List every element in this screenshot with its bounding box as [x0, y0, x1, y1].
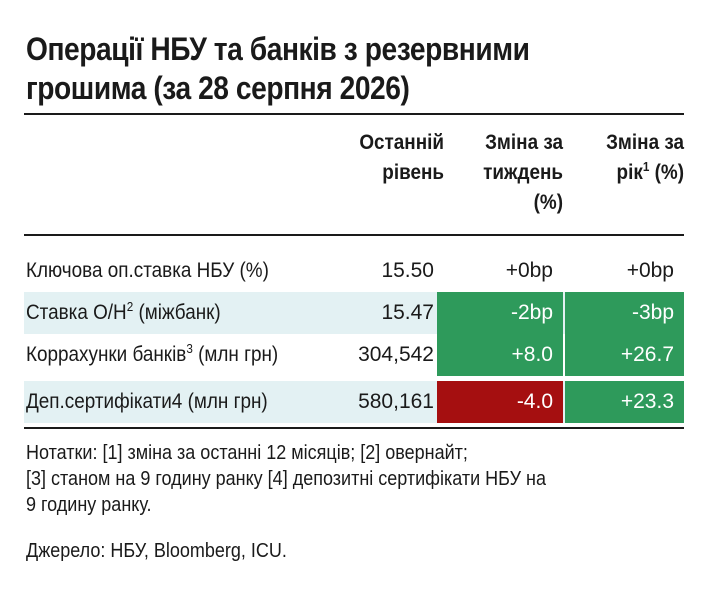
table-row: Корраxунки банків3 (млн грн) 304,542 +8.…: [24, 334, 684, 376]
header-year-footnote: 1: [642, 159, 650, 174]
table-row: Ключова оп.ставка НБУ (%) 15.50 +0bp +0b…: [24, 250, 684, 292]
bottom-rule: [24, 427, 684, 429]
header-year-unit: (%): [654, 161, 684, 184]
row-label-text: Деп.сертифікати4 (млн грн): [26, 390, 268, 413]
header-year-word: рік: [616, 161, 643, 184]
row-year-change: +26.7: [565, 334, 684, 376]
header-year-line1: Зміна за: [606, 131, 684, 154]
row-week-change: -4.0: [437, 381, 563, 423]
row-label-footnote: 2: [126, 299, 134, 314]
header-last-level-line2: рівень: [382, 161, 444, 184]
row-year-change: +0bp: [626, 259, 674, 282]
notes-line-1: Нотатки: [1] зміна за останні 12 місяців…: [26, 442, 468, 464]
notes-line-2: [3] станом на 9 годину ранку [4] депозит…: [26, 468, 546, 490]
header-last-level-line1: Останній: [359, 131, 444, 154]
row-label-text: Корраxунки банків: [26, 343, 187, 366]
row-value: 580,161: [358, 390, 434, 413]
row-label-suffix: (міжбанк): [133, 301, 221, 324]
header-week-line3: (%): [533, 191, 563, 214]
row-value: 15.50: [381, 259, 434, 282]
header-last-level: Останній рівень: [300, 128, 444, 188]
header-week-line2: тиждень: [483, 161, 563, 184]
title-line-2: грошима (за 28 серпня 2026): [26, 70, 410, 106]
title-line-1: Операції НБУ та банків з резервними: [26, 31, 530, 67]
row-label: Деп.сертифікати4 (млн грн): [26, 381, 268, 423]
row-label-text: Ставка О/Н: [26, 301, 127, 324]
notes-line-3: 9 годину ранку.: [26, 494, 152, 516]
header-year-line2: рік1 (%): [567, 158, 684, 188]
row-year-change: +23.3: [565, 381, 684, 423]
header-week-line1: Зміна за: [485, 131, 563, 154]
row-value: 304,542: [358, 343, 434, 366]
title: Операції НБУ та банків з резервними грош…: [26, 30, 607, 108]
row-label: Корраxунки банків3 (млн грн): [26, 334, 278, 376]
row-week-change: -2bp: [437, 292, 563, 334]
notes: Нотатки: [1] зміна за останні 12 місяців…: [26, 440, 656, 518]
header-week-change: Зміна за тиждень (%): [428, 128, 563, 218]
row-label-text: Ключова оп.ставка НБУ (%): [26, 259, 269, 282]
row-value: 15.47: [381, 301, 434, 324]
row-year-change: -3bp: [565, 292, 684, 334]
row-label: Ставка О/Н2 (міжбанк): [26, 292, 221, 334]
row-label-suffix: (млн грн): [192, 343, 279, 366]
row-week-change: +8.0: [437, 334, 563, 376]
table-row: Ставка О/Н2 (міжбанк) 15.47 -2bp -3bp: [24, 292, 684, 334]
row-label-footnote: 3: [186, 341, 193, 356]
top-rule: [24, 113, 684, 115]
source-note: Джерело: НБУ, Bloomberg, ICU.: [26, 540, 287, 562]
row-label: Ключова оп.ставка НБУ (%): [26, 250, 269, 292]
header-year-change: Зміна за рік1 (%): [567, 128, 684, 188]
table-row: Деп.сертифікати4 (млн грн) 580,161 -4.0 …: [24, 381, 684, 423]
row-week-change: +0bp: [505, 259, 553, 282]
header-rule: [24, 234, 684, 236]
